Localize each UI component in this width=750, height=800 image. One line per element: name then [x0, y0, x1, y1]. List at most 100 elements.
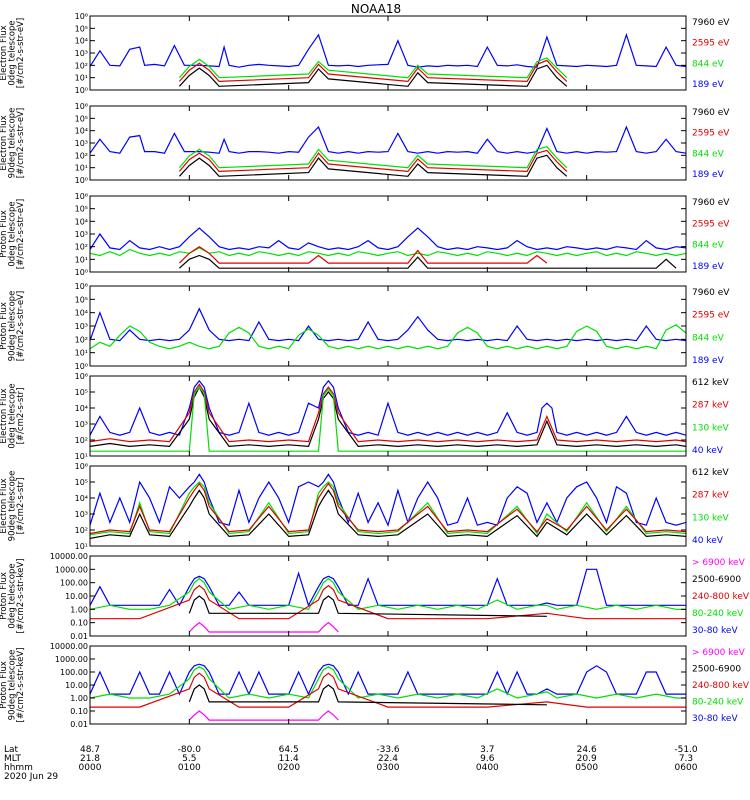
legend-entry: 7960 eV	[692, 18, 730, 28]
y-tick-label: 100.00	[60, 668, 88, 677]
x-tick-label: 20.9	[577, 754, 597, 764]
y-tick-label: 10000.00	[50, 642, 88, 651]
panel-4: 10⁰ 10¹ 10² 10³ 10⁴ 10⁵ 10⁶ TEDProton Flux90deg…	[0, 282, 730, 371]
x-tick-label: -51.0	[674, 745, 698, 755]
y-tick-label: 10⁵	[75, 24, 88, 33]
panel-7: 0.01 0.10 1.00 10.00 100.00 1000.00 10000.00 ME…	[0, 552, 750, 641]
y-tick-label: 10⁶	[75, 282, 88, 291]
panel-6: 10¹ 10² 10³ 10⁴ 10⁵ 10⁶ MEPEDElectron Flux90de…	[0, 462, 729, 551]
y-tick-label: 10²	[75, 526, 88, 535]
y-tick-label: 10³	[75, 49, 88, 58]
x-tick-label: 0500	[575, 763, 598, 773]
panel-frame	[89, 195, 687, 273]
series-240-800-kev	[90, 584, 686, 620]
series-2500-6900	[188, 595, 547, 617]
series-40-kev	[90, 379, 686, 436]
legend-entry: 7960 eV	[692, 288, 730, 298]
series-287-kev	[90, 482, 686, 535]
figure-title: NOAA18	[351, 2, 401, 16]
y-tick-label: 0.10	[70, 619, 88, 628]
x-tick-label: -33.6	[376, 745, 400, 755]
y-tick-label: 0.10	[70, 707, 88, 716]
panel-7-data	[90, 568, 686, 633]
y-tick-label: 1000.00	[55, 655, 88, 664]
series-189-ev	[90, 32, 686, 68]
y-tick-label: 10⁰	[75, 362, 88, 371]
y-tick-label: 10.00	[65, 592, 88, 601]
legend-entry: 844 eV	[692, 241, 725, 251]
series-7960-ev	[178, 254, 677, 269]
x-tick-label: 5.5	[182, 754, 196, 764]
y-axis-label: MEPEDElectron Flux90deg telescope[#/cm2-…	[0, 471, 26, 542]
y-tick-label: 10¹	[75, 542, 88, 551]
y-axis-label: TEDElectron Flux0deg telescope[#/cm2-s-s…	[0, 18, 26, 88]
y-axis-label: TEDProton Flux90deg telescope[#/cm2-s-st…	[0, 291, 26, 362]
series-612-kev	[90, 489, 686, 539]
series-130-kev	[90, 386, 686, 452]
y-tick-label: 10.00	[65, 681, 88, 690]
panel-3: 10⁰ 10¹ 10² 10³ 10⁴ 10⁵ 10⁶ TEDProton Flux0deg …	[0, 192, 730, 277]
legend-entry: 287 keV	[692, 401, 729, 411]
legend-entry: 80-240 keV	[692, 698, 744, 708]
y-tick-label: 10³	[75, 230, 88, 239]
x-tick-label: 0600	[675, 763, 698, 773]
y-tick-label: 10⁴	[75, 494, 88, 503]
panel-5-data	[90, 379, 686, 452]
y-tick-label: 10⁵	[75, 295, 88, 304]
y-tick-label: 10⁶	[75, 462, 88, 471]
series-40-kev	[90, 473, 686, 527]
y-tick-label: 10¹	[75, 255, 88, 264]
panel-frame	[89, 465, 687, 547]
series-7960-ev	[178, 154, 568, 177]
series-844-ev	[90, 324, 686, 350]
panel-3-data	[90, 227, 686, 269]
legend-entry: 2595 eV	[692, 39, 730, 49]
y-tick-label: 1000.00	[55, 565, 88, 574]
legend-entry: > 6900 keV	[692, 648, 746, 658]
legend-entry: 2500-6900	[692, 575, 741, 585]
y-tick-label: 100.00	[60, 579, 88, 588]
series--6900-kev	[188, 621, 339, 633]
legend-entry: 240-800 keV	[692, 681, 750, 691]
y-tick-label: 10⁰	[75, 268, 88, 277]
y-tick-label: 10³	[75, 322, 88, 331]
y-tick-label: 10⁵	[75, 478, 88, 487]
series-2595-ev	[178, 245, 548, 264]
series-30-80-kev	[90, 663, 686, 696]
legend-entry: 189 eV	[692, 262, 725, 272]
y-tick-label: 10³	[75, 510, 88, 519]
legend-entry: 612 keV	[692, 468, 729, 478]
y-axis-label: TEDElectron Flux90deg telescope[#/cm2-s-…	[0, 108, 26, 179]
y-tick-label: 0.01	[70, 720, 88, 729]
series-844-ev	[178, 146, 568, 169]
x-row-label: MLT	[4, 754, 22, 764]
series-240-800-kev	[90, 672, 686, 708]
y-tick-label: 10⁶	[75, 102, 88, 111]
legend-entry: 2595 eV	[692, 219, 730, 229]
legend-entry: 2595 eV	[692, 311, 730, 321]
y-tick-label: 10⁴	[75, 127, 88, 136]
y-axis-label: MEPEDProton Flux90deg telescope[#/cm2-s-…	[0, 648, 26, 723]
y-tick-label: 10⁰	[75, 86, 88, 95]
x-tick-label: 0000	[79, 763, 102, 773]
legend-entry: 240-800 keV	[692, 592, 750, 602]
panel-6-data	[90, 473, 686, 539]
y-tick-label: 10⁴	[75, 37, 88, 46]
legend-entry: 7960 eV	[692, 198, 730, 208]
legend-entry: 287 keV	[692, 491, 729, 501]
y-tick-label: 1.00	[70, 694, 88, 703]
x-tick-label: 64.5	[279, 745, 299, 755]
y-tick-label: 10³	[75, 139, 88, 148]
legend-entry: 40 keV	[692, 536, 724, 546]
x-tick-label: 48.7	[80, 745, 100, 755]
series-189-ev	[90, 307, 686, 342]
y-axis-label: MEPEDElectron Flux0deg telescope[#/cm2-s…	[0, 383, 26, 448]
x-tick-label: 11.4	[279, 754, 299, 764]
panel-4-data	[90, 307, 686, 350]
x-tick-label: -80.0	[178, 745, 202, 755]
x-row-label: Lat	[4, 745, 19, 755]
series-30-80-kev	[90, 568, 686, 607]
x-tick-label: 0300	[377, 763, 400, 773]
y-tick-label: 10²	[75, 61, 88, 70]
